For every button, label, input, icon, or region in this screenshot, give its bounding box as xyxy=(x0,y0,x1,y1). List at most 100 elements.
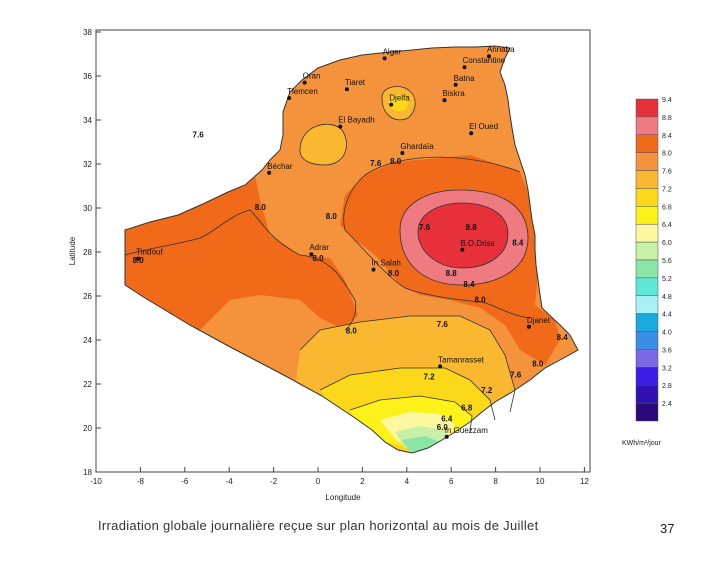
y-tick-label: 36 xyxy=(83,72,92,81)
isoline-label: 8.4 xyxy=(463,280,475,289)
legend-label: 7.2 xyxy=(662,186,672,193)
legend-swatch xyxy=(635,152,659,171)
legend-label: 9.4 xyxy=(662,97,672,104)
y-tick-label: 24 xyxy=(83,336,92,345)
x-tick-label: -10 xyxy=(90,477,102,486)
city-label: In Guezzam xyxy=(445,426,488,435)
isoline-label: 6.0 xyxy=(437,423,449,432)
legend-label: 6.8 xyxy=(662,204,672,211)
contour-line xyxy=(349,395,473,433)
city-label: Djelfa xyxy=(389,94,410,103)
legend-label: 5.2 xyxy=(662,276,672,283)
legend-label: 3.2 xyxy=(662,365,672,372)
legend-swatch xyxy=(635,170,659,189)
isoline-label: 7.6 xyxy=(193,131,205,140)
isoline-label: 8.0 xyxy=(474,296,486,305)
city-marker xyxy=(526,324,531,329)
legend-label: 2.8 xyxy=(662,383,672,390)
legend-swatch xyxy=(635,295,659,314)
contour-line xyxy=(417,202,509,269)
x-tick-label: 0 xyxy=(316,477,321,486)
isoline-label: 8.0 xyxy=(133,256,145,265)
isoline-label: 8.4 xyxy=(557,333,569,342)
city-marker xyxy=(344,87,349,92)
legend-label: 4.4 xyxy=(662,312,672,319)
isoline-label: 8.0 xyxy=(346,326,358,335)
city-marker xyxy=(438,364,443,369)
city-label: Batna xyxy=(454,74,475,83)
contour-line xyxy=(299,123,347,166)
legend-swatch xyxy=(635,313,659,332)
zone-7-2-north-b xyxy=(389,94,409,112)
city-label: Constantine xyxy=(463,56,506,65)
legend-label: 8.4 xyxy=(662,133,672,140)
contour-line xyxy=(124,209,357,331)
x-axis-label: Longitude xyxy=(325,493,361,502)
axes: -10 -8 -6 -4 -2 0 2 4 6 8 10 1238363432302826242220… xyxy=(83,28,589,486)
city-marker xyxy=(302,80,307,85)
city-label: Tindouf xyxy=(136,248,163,257)
legend-swatch xyxy=(635,188,659,207)
legend-swatch xyxy=(635,349,659,368)
city-marker xyxy=(136,256,141,261)
city-marker xyxy=(460,247,465,252)
map-caption: Irradiation globale journalière reçue su… xyxy=(98,518,539,533)
x-tick-label: -4 xyxy=(226,477,234,486)
legend-label: 5.6 xyxy=(662,258,672,265)
city-marker xyxy=(469,131,474,136)
y-axis-label: Latitude xyxy=(68,236,77,265)
x-tick-label: -2 xyxy=(270,477,278,486)
isoline-label: 7.6 xyxy=(510,370,522,379)
city-label: Oran xyxy=(303,72,321,81)
isoline-label: 8.4 xyxy=(512,238,524,247)
isoline-label: 6.8 xyxy=(461,403,473,412)
x-tick-label: -8 xyxy=(137,477,145,486)
city-marker xyxy=(444,434,449,439)
y-tick-label: 28 xyxy=(83,248,92,257)
city-label: Tamanrasset xyxy=(438,355,485,364)
legend-label: 6.0 xyxy=(662,240,672,247)
city-marker xyxy=(267,170,272,175)
isoline-label: 7.2 xyxy=(481,386,493,395)
cities: Alger Annaba Constantine Oran Tiaret Tlemcen B… xyxy=(136,45,551,439)
legend-swatch xyxy=(635,331,659,350)
legend-label: 3.6 xyxy=(662,347,672,354)
isoline-label: 8.0 xyxy=(312,254,324,263)
legend-label: 6.4 xyxy=(662,222,672,229)
legend-swatch xyxy=(635,134,659,153)
city-marker xyxy=(309,252,314,257)
city-label: El Oued xyxy=(469,122,498,131)
isoline-label: 7.6 xyxy=(437,320,449,329)
city-marker xyxy=(389,102,394,107)
legend-swatch xyxy=(635,402,659,422)
isoline-labels: 8.8 8.4 8.4 8.8 7.6 8.0 8.0 7.6 8.0 8.0 8.0 8.0 8.0 8… xyxy=(133,131,569,433)
legend-swatch xyxy=(635,277,659,297)
x-tick-label: 10 xyxy=(536,477,545,486)
legend-swatch xyxy=(635,241,659,261)
y-tick-label: 18 xyxy=(83,468,92,477)
y-tick-label: 34 xyxy=(83,116,92,125)
x-tick-label: -6 xyxy=(181,477,189,486)
contour-line xyxy=(399,189,529,286)
isoline-label: 8.0 xyxy=(326,212,338,221)
zone-9-4 xyxy=(418,203,508,268)
y-tick-label: 20 xyxy=(83,424,92,433)
x-tick-label: 6 xyxy=(449,477,454,486)
city-marker xyxy=(338,124,343,129)
contour-lines xyxy=(124,86,531,433)
legend-swatch xyxy=(635,259,659,279)
x-tick-label: 4 xyxy=(405,477,410,486)
city-label: Biskra xyxy=(443,89,466,98)
legend-swatch xyxy=(635,223,659,243)
isoline-label: 8.0 xyxy=(390,157,402,166)
legend-label: 7.6 xyxy=(662,169,672,176)
isoline-label: 7.6 xyxy=(370,159,382,168)
y-tick-label: 22 xyxy=(83,380,92,389)
city-label: In Salah xyxy=(372,259,401,268)
isoline-label: 8.8 xyxy=(446,269,458,278)
contour-line xyxy=(299,315,516,413)
legend-swatch xyxy=(635,206,659,225)
country-outline xyxy=(124,45,579,454)
city-marker xyxy=(400,151,405,155)
